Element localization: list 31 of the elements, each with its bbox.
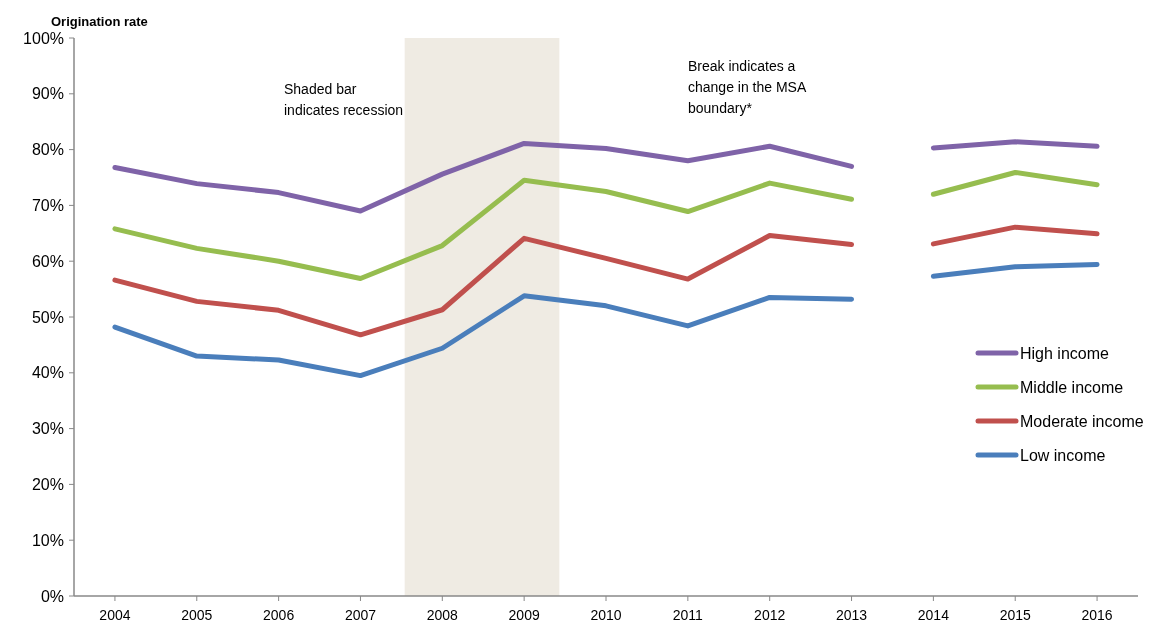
x-tick-label: 2009 <box>508 607 540 623</box>
y-tick-label: 60% <box>31 252 64 270</box>
legend-label: Low income <box>1020 446 1106 464</box>
y-tick-label: 100% <box>23 29 64 47</box>
y-tick-label: 10% <box>31 531 64 549</box>
x-tick-label: 2008 <box>426 607 459 623</box>
legend-label: High income <box>1020 344 1110 362</box>
x-tick-label: 2004 <box>99 607 131 623</box>
x-tick-label: 2011 <box>672 607 704 623</box>
y-tick-label: 30% <box>31 420 64 438</box>
y-tick-label: 40% <box>31 364 64 382</box>
x-tick-label: 2013 <box>835 607 868 623</box>
y-tick-label: 0% <box>40 587 64 605</box>
y-tick-label: 90% <box>31 85 64 103</box>
x-tick-label: 2007 <box>344 607 377 623</box>
x-tick-label: 2016 <box>1081 607 1113 623</box>
y-tick-label: 20% <box>31 476 64 493</box>
y-tick-label: 70% <box>31 197 64 214</box>
annotation: Shaded bar indicates recession <box>284 81 404 118</box>
legend-label: Middle income <box>1020 378 1124 396</box>
x-tick-label: 2006 <box>263 607 295 623</box>
x-tick-label: 2012 <box>754 607 786 623</box>
x-tick-label: 2015 <box>999 607 1032 623</box>
x-tick-label: 2014 <box>917 607 950 623</box>
legend-label: Moderate income <box>1020 412 1144 430</box>
y-tick-label: 80% <box>31 141 64 159</box>
y-axis-title: Origination rate <box>51 14 148 29</box>
annotation: Break indicates a change in the MSA boundary* <box>688 58 807 116</box>
y-tick-label: 50% <box>31 308 64 326</box>
x-tick-label: 2005 <box>181 607 213 623</box>
x-tick-label: 2010 <box>590 607 622 623</box>
